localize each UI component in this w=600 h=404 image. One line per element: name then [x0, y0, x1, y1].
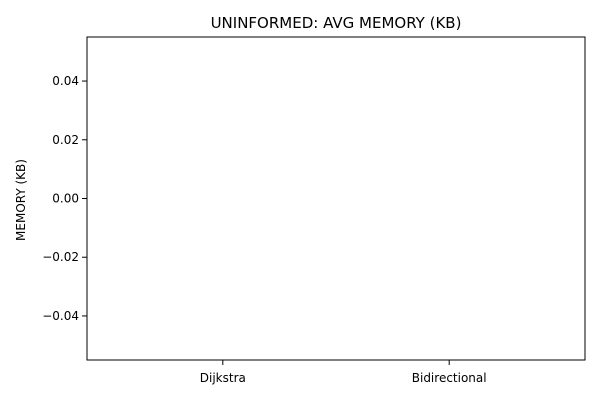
y-tick-label: 0.04: [52, 74, 79, 88]
y-tick-label: −0.04: [42, 309, 79, 323]
y-axis: 0.04 0.02 0.00 −0.02 −0.04: [42, 74, 87, 323]
x-axis: Dijkstra Bidirectional: [200, 360, 487, 385]
x-tick-label: Bidirectional: [412, 371, 487, 385]
y-tick-label: 0.02: [52, 133, 79, 147]
y-axis-label: MEMORY (KB): [14, 159, 28, 241]
chart-title: UNINFORMED: AVG MEMORY (KB): [211, 14, 462, 32]
x-tick-label: Dijkstra: [200, 371, 246, 385]
y-tick-label: −0.02: [42, 250, 79, 264]
y-tick-label: 0.00: [52, 192, 79, 206]
